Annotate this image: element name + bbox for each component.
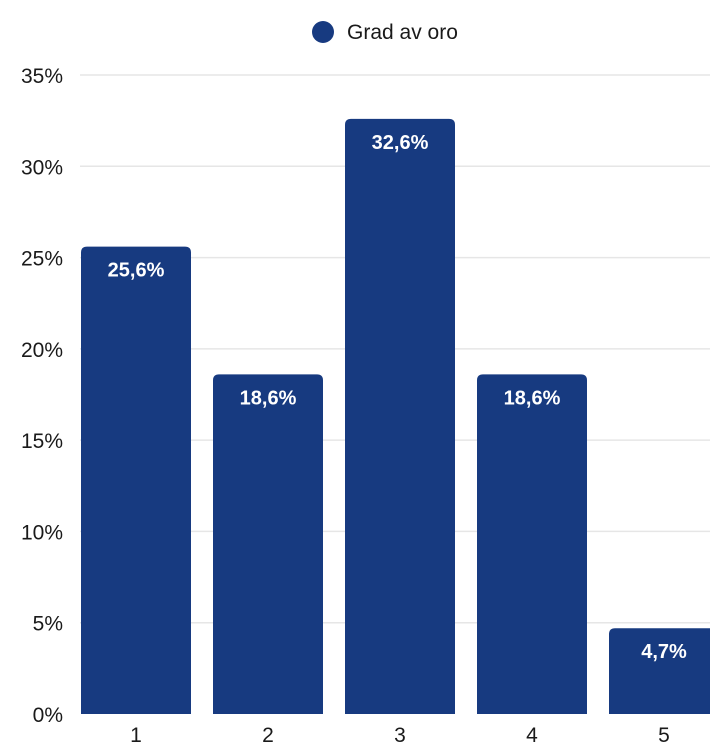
- bar-3: [345, 118, 455, 715]
- data-label: 18,6%: [240, 387, 297, 409]
- x-tick-label: 2: [262, 724, 274, 744]
- y-tick-label: 35%: [21, 65, 63, 88]
- y-tick-label: 10%: [21, 521, 63, 544]
- x-tick-label: 1: [130, 724, 142, 744]
- data-label: 4,7%: [641, 641, 687, 663]
- y-tick-label: 5%: [33, 613, 63, 636]
- x-axis-ticks: 1 2 3 4 5: [130, 724, 670, 744]
- data-label: 18,6%: [504, 387, 561, 409]
- legend-label: Grad av oro: [347, 21, 458, 44]
- y-tick-label: 0%: [33, 704, 63, 727]
- data-label: 25,6%: [108, 260, 165, 282]
- y-tick-label: 25%: [21, 248, 63, 271]
- bar-1: [81, 246, 191, 715]
- legend-marker: [312, 21, 334, 43]
- bar-2: [213, 374, 323, 714]
- x-tick-label: 5: [658, 724, 670, 744]
- data-label: 32,6%: [372, 132, 429, 154]
- bars: 25,6% 18,6% 32,6% 18,6% 4,7%: [81, 118, 710, 715]
- bar-4: [477, 374, 587, 714]
- y-tick-label: 30%: [21, 156, 63, 179]
- bar-5: [609, 628, 710, 714]
- legend: Grad av oro: [312, 21, 458, 44]
- y-axis-ticks: 0% 5% 10% 15% 20% 25% 30% 35%: [21, 65, 63, 727]
- y-tick-label: 15%: [21, 430, 63, 453]
- x-tick-label: 4: [526, 724, 538, 744]
- y-tick-label: 20%: [21, 339, 63, 362]
- x-tick-label: 3: [394, 724, 406, 744]
